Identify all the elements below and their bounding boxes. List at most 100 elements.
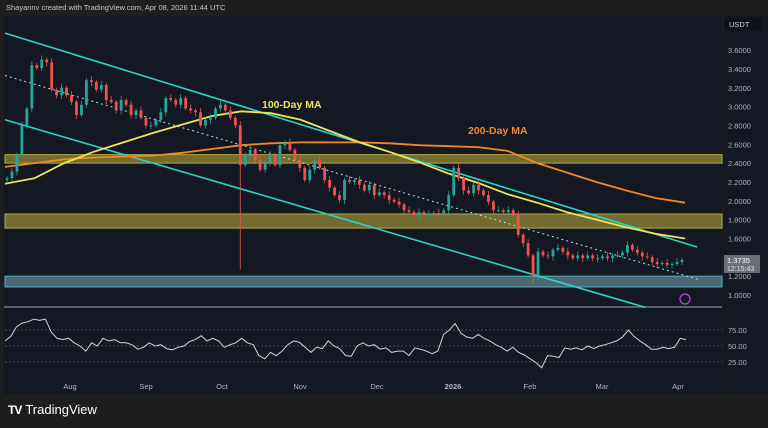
- candle-down: [561, 247, 565, 252]
- candle-down: [491, 201, 495, 211]
- rsi-line: [4, 318, 687, 369]
- candle-up: [278, 145, 282, 166]
- price-tick-label: 1.2000: [728, 272, 751, 281]
- candle-down: [482, 190, 485, 196]
- time-tick-label: Dec: [370, 382, 384, 391]
- candle-up: [30, 65, 34, 109]
- candle-down: [606, 256, 609, 259]
- candle-down: [258, 160, 262, 170]
- candle-up: [219, 104, 222, 109]
- rsi-tick-label: 25.00: [728, 358, 747, 367]
- channel-upper-line: [4, 32, 698, 248]
- candle-down: [223, 104, 227, 111]
- currency-badge: [725, 18, 761, 30]
- footer-brand[interactable]: TV TradingView: [8, 402, 97, 417]
- candle-down: [650, 257, 654, 263]
- candle-down: [382, 192, 386, 196]
- candle-up: [343, 180, 346, 200]
- candle-up: [601, 256, 604, 259]
- candle-down: [526, 243, 530, 256]
- last-price: 1.3735: [727, 256, 750, 265]
- candle-up: [149, 125, 153, 127]
- candle-up: [214, 108, 217, 118]
- candle-down: [591, 255, 595, 259]
- candle-up: [85, 80, 88, 105]
- candle-up: [496, 210, 500, 212]
- resistance-zone: [4, 154, 723, 164]
- candle-down: [50, 62, 54, 90]
- candle-down: [487, 195, 490, 202]
- candle-down: [655, 262, 659, 264]
- resistance-zone: [4, 213, 723, 229]
- time-tick-label: Feb: [524, 382, 537, 391]
- candle-up: [15, 154, 19, 172]
- candle-down: [362, 184, 366, 191]
- candle-down: [328, 180, 332, 188]
- candle-up: [204, 119, 207, 126]
- candle-down: [228, 110, 232, 118]
- price-tick-label: 1.0000: [728, 291, 751, 300]
- candle-up: [283, 142, 287, 146]
- time-tick-label: Apr: [672, 382, 684, 391]
- candle-down: [114, 101, 118, 111]
- candle-up: [154, 119, 158, 126]
- candle-up: [596, 258, 600, 260]
- currency-label: USDT: [729, 20, 750, 29]
- last-price-tag: [724, 255, 760, 273]
- candle-up: [263, 162, 267, 170]
- candle-down: [541, 251, 545, 256]
- time-tick-label: Aug: [63, 382, 76, 391]
- candle-up: [621, 252, 624, 256]
- candle-up: [20, 125, 24, 155]
- support-zone: [4, 275, 723, 288]
- candle-down: [233, 117, 237, 126]
- rsi-tick-label: 50.00: [728, 342, 747, 351]
- price-tick-label: 3.2000: [728, 84, 751, 93]
- candle-up: [119, 100, 123, 111]
- candle-down: [511, 210, 515, 215]
- candle-down: [387, 195, 391, 200]
- candle-up: [25, 108, 29, 126]
- candle-up: [680, 259, 684, 263]
- ma200-label: 200-Day MA: [468, 125, 528, 137]
- ma100-label: 100-Day MA: [262, 99, 322, 111]
- candle-down: [630, 245, 634, 250]
- candle-up: [308, 169, 312, 181]
- candle-down: [333, 187, 336, 196]
- candle-up: [586, 255, 590, 259]
- bar-countdown: 12:15:43: [727, 266, 754, 273]
- candle-down: [462, 178, 466, 191]
- price-chart[interactable]: 3.6000 3.4000 3.2000 3.0000 2.8000 2.6000 2.40…: [0, 0, 768, 396]
- price-tick-label: 3.4000: [728, 65, 751, 74]
- candle-down: [194, 110, 198, 113]
- candle-down: [546, 255, 550, 257]
- brand-name: TradingView: [25, 402, 97, 417]
- candle-down: [665, 262, 669, 265]
- candle-down: [65, 87, 68, 96]
- candle-down: [437, 213, 441, 215]
- candle-down: [303, 167, 307, 181]
- candle-down: [174, 100, 178, 105]
- candle-down: [422, 212, 426, 214]
- candle-down: [273, 154, 277, 166]
- candle-up: [313, 160, 317, 170]
- candle-up: [134, 110, 138, 116]
- candle-up: [536, 251, 540, 276]
- candle-down: [45, 59, 49, 63]
- candle-down: [402, 204, 406, 211]
- price-tick-label: 2.4000: [728, 159, 751, 168]
- candle-up: [442, 210, 446, 214]
- price-tick-label: 3.6000: [728, 46, 751, 55]
- candle-up: [268, 154, 272, 163]
- candle-down: [75, 101, 78, 116]
- candle-down: [531, 255, 535, 276]
- candle-up: [626, 245, 629, 253]
- candle-down: [645, 256, 649, 258]
- time-axis: [4, 378, 722, 394]
- candle-down: [571, 255, 575, 259]
- candle-up: [159, 112, 163, 120]
- candle-up: [179, 98, 183, 105]
- candle-up: [417, 212, 421, 215]
- candle-down: [640, 252, 644, 257]
- candle-down: [392, 199, 396, 202]
